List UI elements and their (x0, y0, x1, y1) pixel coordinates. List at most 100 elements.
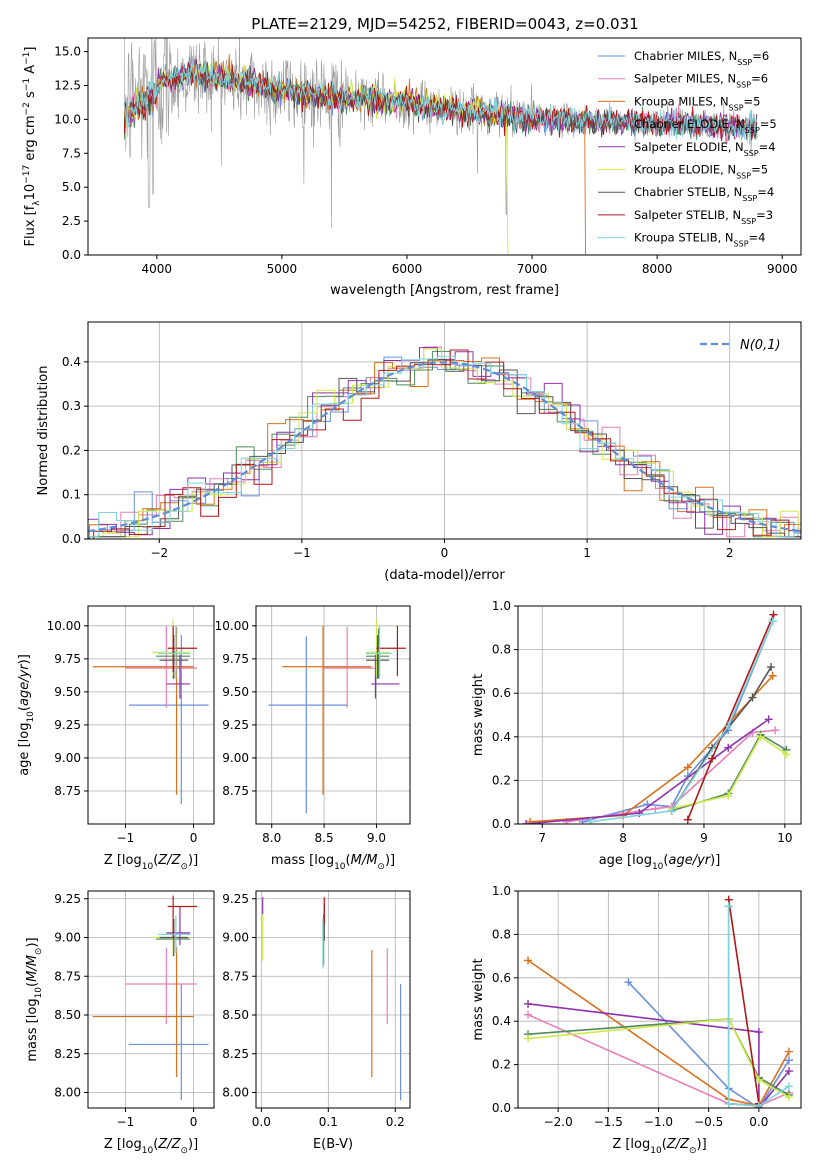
residual-histogram-4 (88, 347, 801, 538)
y-tick-label: 9.75 (54, 652, 81, 666)
y-tick-label: 1.0 (492, 884, 511, 898)
x-tick-label: −1 (293, 546, 311, 560)
weight-marker (624, 978, 633, 987)
y-tick-label: 0.6 (492, 686, 511, 700)
mass-vs-Z-ylabel: mass [log10(M/M⊙)] (25, 937, 44, 1061)
weight-marker (767, 663, 776, 672)
legend-label: Kroupa MILES, NSSP=5 (634, 94, 760, 112)
y-tick-label: 8.75 (54, 784, 81, 798)
weight-marker (756, 732, 765, 741)
weight-marker (769, 610, 778, 619)
y-tick-label: 0.8 (492, 927, 511, 941)
x-tick-label: 0.0 (749, 1115, 768, 1129)
weight-marker (724, 791, 733, 800)
y-tick-label: 10.00 (215, 619, 249, 633)
x-tick-label: −1.0 (644, 1115, 673, 1129)
y-tick-label: 8.75 (222, 969, 249, 983)
spectrum-frame (87, 37, 802, 256)
x-tick-label: −1 (117, 831, 135, 845)
x-tick-label: 4000 (142, 262, 173, 276)
weight-line-7 (727, 899, 760, 1108)
mass-vs-Z-xlabel: Z [log10(Z/Z⊙)] (104, 1137, 198, 1156)
weight-line-5 (527, 1018, 790, 1098)
x-tick-label: 8000 (642, 262, 673, 276)
weight-marker (724, 902, 733, 911)
weight-line-8 (590, 620, 774, 823)
y-tick-label: 10.00 (47, 619, 81, 633)
weight-line-8 (727, 906, 790, 1107)
weight-marker (754, 1075, 763, 1084)
x-tick-label: 2 (726, 546, 734, 560)
weight-marker (754, 1028, 763, 1037)
residuals-xlabel: (data-model)/error (384, 568, 505, 583)
age_vs_Z-frame (87, 605, 215, 825)
y-tick-label: 1.0 (492, 599, 511, 613)
weight-marker (784, 1067, 793, 1076)
age_vs_mass-marks (268, 619, 406, 814)
residual-histogram-6 (88, 359, 801, 539)
y-tick-label: 5.0 (62, 180, 81, 194)
legend-label: Chabrier STELIB, NSSP=4 (634, 185, 774, 203)
weight-vs-Z-xlabel: Z [log10(Z/Z⊙)] (612, 1137, 706, 1156)
y-tick-label: 0.2 (62, 443, 81, 457)
x-tick-label: 9 (700, 831, 708, 845)
y-tick-label: 9.50 (54, 685, 81, 699)
y-tick-label: 2.5 (62, 214, 81, 228)
weight_vs_Z-frame (517, 890, 802, 1109)
weight-marker (524, 999, 533, 1008)
x-tick-label: 0 (190, 1115, 198, 1129)
x-tick-label: 0.0 (252, 1115, 271, 1129)
weight-line-3 (671, 733, 787, 812)
y-tick-label: 8.00 (222, 1086, 249, 1100)
weight_vs_Z-ylabel: mass weight (471, 958, 486, 1040)
weight-line-4 (527, 1003, 790, 1108)
weight-line-4 (526, 718, 770, 824)
model-spectrum-2 (123, 54, 586, 255)
weight_vs_Z-panel: −2.0 −1.5 −1.0 −0.5 0.0 0.0 0.2 0.4 0.6 0.8 1.0 mas… (471, 884, 802, 1156)
weight-marker (784, 1047, 793, 1056)
y-tick-label: 0.0 (492, 1101, 511, 1115)
weight-marker (524, 956, 533, 965)
y-tick-label: 9.00 (222, 751, 249, 765)
y-tick-label: 8.75 (54, 969, 81, 983)
y-tick-label: 0.2 (492, 1058, 511, 1072)
normal-reference-curve (88, 361, 801, 533)
residuals-ylabel: Normed distribution (36, 366, 51, 496)
mass-vs-ebv-xlabel: E(B-V) (313, 1137, 353, 1152)
spectrum-xlabel: wavelength [Angstrom, rest frame] (330, 283, 559, 298)
weight-line-2 (527, 959, 790, 1107)
y-tick-label: 8.25 (54, 1047, 81, 1061)
y-tick-label: 0.4 (492, 1014, 511, 1028)
mass_vs_ebv-marks (262, 897, 402, 1101)
weight-marker (784, 1093, 793, 1102)
legend-label: Salpeter MILES, NSSP=6 (634, 72, 768, 90)
weight_vs_age-ylabel: mass weight (471, 674, 486, 756)
age_vs_mass-panel: 8.0 8.5 9.0 8.75 9.00 9.25 9.50 9.75 10.00 mass [… (215, 605, 411, 872)
y-tick-label: 9.00 (54, 931, 81, 945)
y-tick-label: 15.0 (54, 45, 81, 59)
y-tick-label: 9.25 (222, 718, 249, 732)
weight-marker (782, 750, 791, 759)
weight-marker (768, 671, 777, 680)
legend-label: Salpeter STELIB, NSSP=3 (634, 208, 773, 226)
y-tick-label: 0.2 (492, 773, 511, 787)
mass_vs_Z-panel: −1 0 8.00 8.25 8.50 8.75 9.00 9.25 Z [log10(Z/Z⊙… (25, 890, 215, 1156)
residual-histogram-1 (88, 346, 801, 538)
x-tick-label: 8.0 (262, 831, 281, 845)
x-tick-label: −2.0 (544, 1115, 573, 1129)
weight-marker (524, 1034, 533, 1043)
x-tick-label: 0 (190, 831, 198, 845)
weight-marker (784, 1082, 793, 1091)
residual-histogram-5 (88, 348, 801, 538)
y-tick-label: 8.25 (222, 1047, 249, 1061)
model-spectrum-8 (123, 61, 757, 145)
weight_vs_age-panel: 7 8 9 10 0.0 0.2 0.4 0.6 0.8 1.0 mass weight age [l… (471, 599, 802, 872)
y-tick-label: 8.75 (222, 784, 249, 798)
weight_vs_age-frame (517, 605, 802, 825)
x-tick-label: 1 (583, 546, 591, 560)
x-tick-label: 6000 (392, 262, 423, 276)
spectrum-panel: 4000 5000 6000 7000 8000 9000 0.0 2.5 5.0 7.5 10.0… (22, 37, 802, 298)
x-tick-label: −0.5 (694, 1115, 723, 1129)
x-tick-label: 0 (441, 546, 449, 560)
